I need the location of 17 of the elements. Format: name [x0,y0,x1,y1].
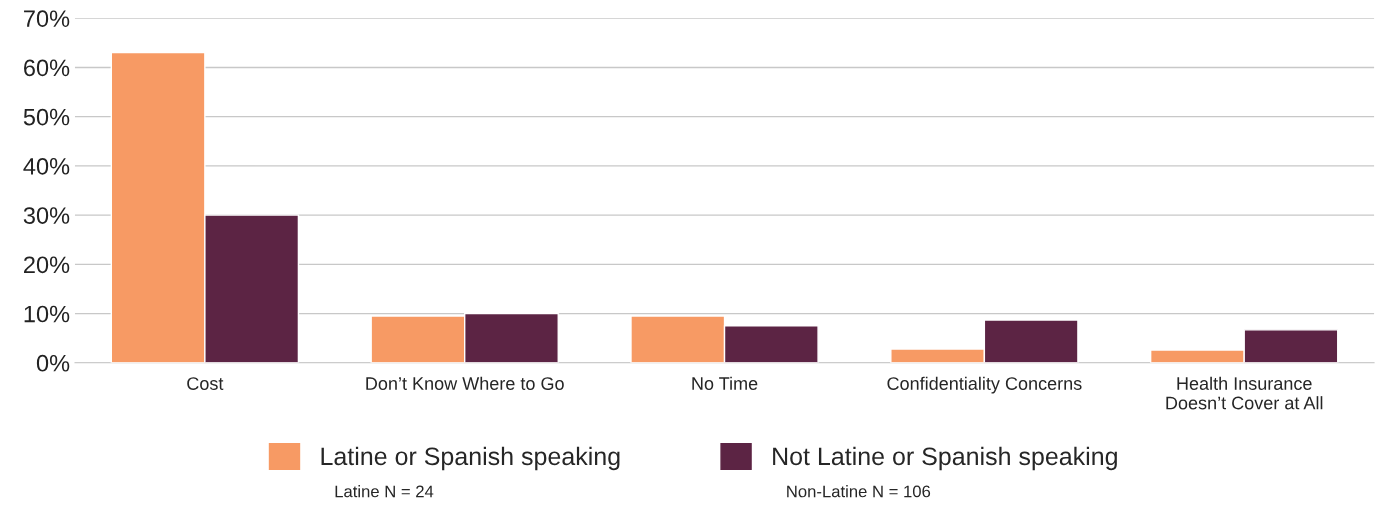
legend-label: Latine or Spanish speaking [321,446,620,471]
y-tick-label: 40% [23,157,70,175]
legend-label: Not Latine or Spanish speaking [773,446,1117,471]
x-tick-label: Cost [187,377,224,390]
y-tick-label: 60% [24,59,70,77]
x-tick-label: Don’t Know Where to Go [366,376,564,390]
text: Latine N = 24 [335,485,434,498]
x-tick-label: No Time [692,376,758,390]
x-tick-label: Confidentiality Concerns [887,376,1082,394]
y-tick-label: 10% [24,305,70,323]
y-tick-label: 0% [36,354,70,372]
text: Non-Latine N = 106 [787,485,931,498]
y-tick-label: 30% [23,207,70,224]
y-tick-label: 20% [24,256,70,274]
y-tick-label: 70% [24,10,70,27]
y-tick-label: 50% [23,108,70,126]
x-tick-label: Health Insurance Doesn’t Cover at All [1166,376,1323,410]
